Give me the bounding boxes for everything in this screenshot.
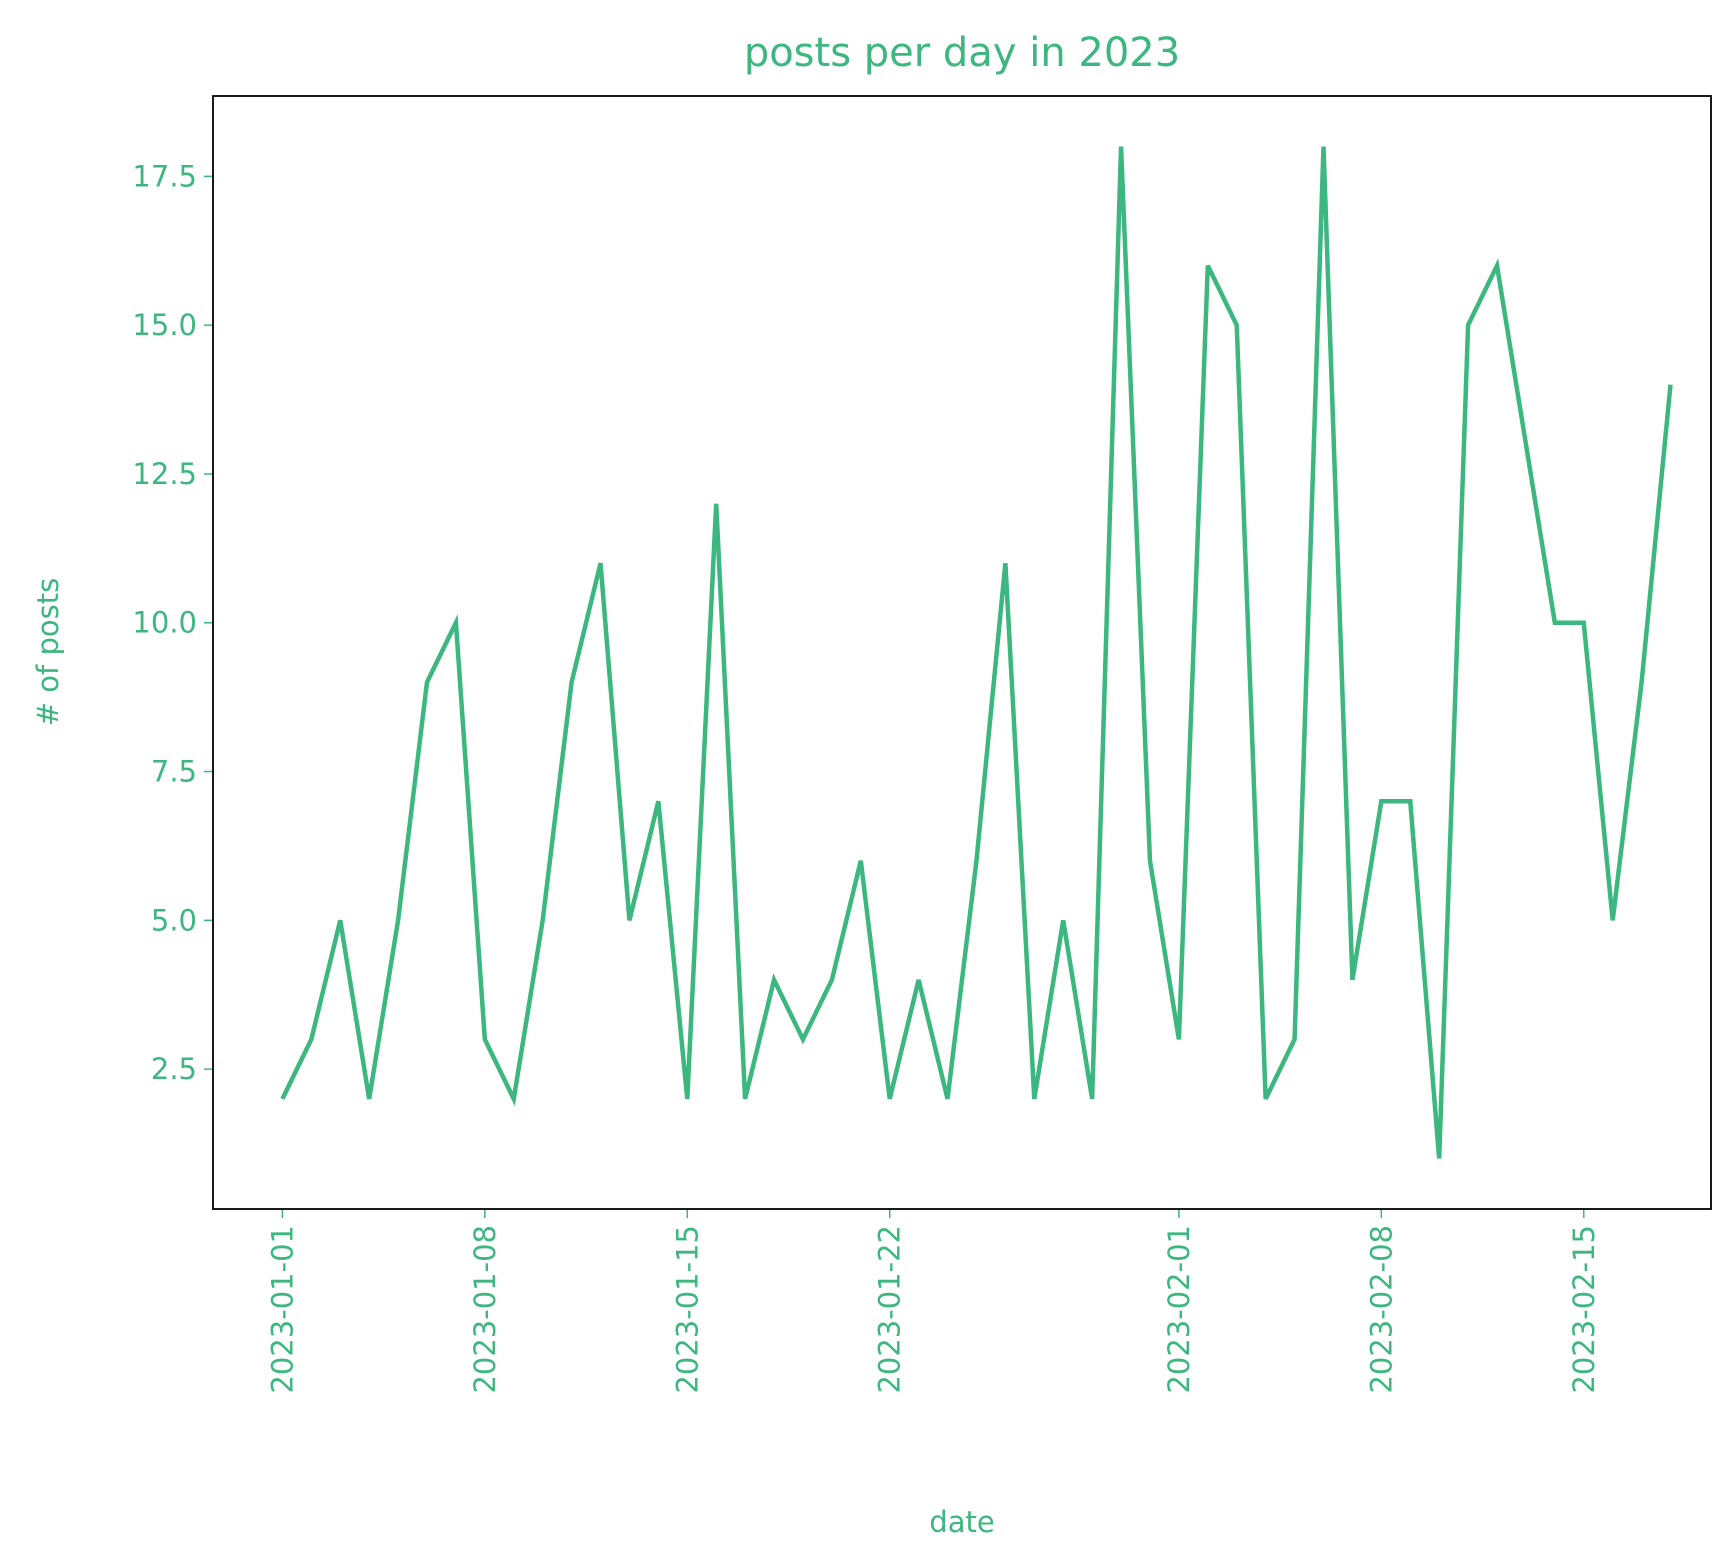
y-tick-label: 2.5 xyxy=(151,1052,197,1086)
y-tick-label: 7.5 xyxy=(151,755,197,789)
y-tick-label: 15.0 xyxy=(132,308,197,342)
y-tick-label: 10.0 xyxy=(132,606,197,640)
y-tick-label: 12.5 xyxy=(132,457,197,491)
x-axis-label: date xyxy=(929,1505,994,1539)
x-tick-label: 2023-01-08 xyxy=(468,1225,502,1394)
y-tick-label: 5.0 xyxy=(151,903,197,937)
x-tick-label: 2023-01-01 xyxy=(265,1225,299,1394)
x-tick-label: 2023-02-01 xyxy=(1162,1225,1196,1394)
plot-frame xyxy=(212,95,1712,1210)
x-tick-label: 2023-01-15 xyxy=(670,1225,704,1394)
chart-title: posts per day in 2023 xyxy=(744,30,1180,76)
x-tick-label: 2023-01-22 xyxy=(873,1225,907,1394)
x-tick-label: 2023-02-15 xyxy=(1567,1225,1601,1394)
y-tick-label: 17.5 xyxy=(132,159,197,193)
x-tick-label: 2023-02-08 xyxy=(1364,1225,1398,1394)
y-axis-label: # of posts xyxy=(31,578,65,726)
line-series xyxy=(280,146,1673,1159)
